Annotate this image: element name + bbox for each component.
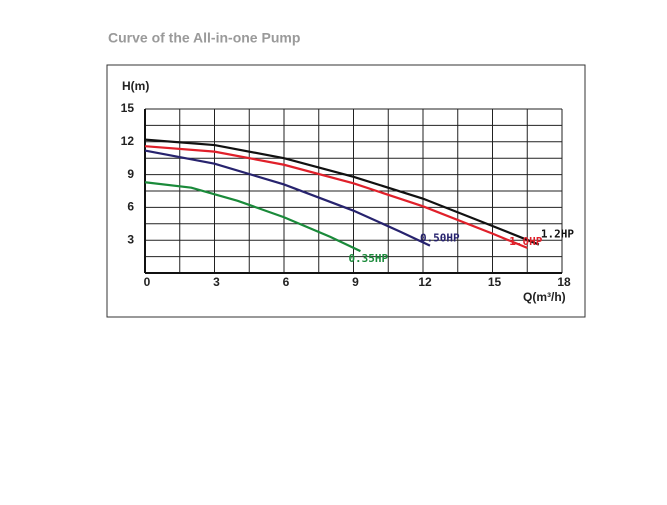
y-tick-label: 9 <box>127 167 134 181</box>
x-tick-label: 3 <box>213 275 220 289</box>
x-axis-label: Q(m³/h) <box>523 290 566 304</box>
y-tick-label: 6 <box>127 200 134 214</box>
chart-frame <box>106 64 586 318</box>
y-tick-label: 3 <box>127 232 134 246</box>
y-tick-label: 12 <box>121 134 135 148</box>
curve-label: 1.0HP <box>509 235 542 248</box>
curve <box>144 181 361 253</box>
chart-title: Curve of the All-in-one Pump <box>108 30 300 46</box>
x-tick-label: 15 <box>488 275 502 289</box>
x-tick-label: 0 <box>144 275 151 289</box>
curve <box>144 145 528 249</box>
x-tick-label: 9 <box>352 275 359 289</box>
y-axis-label: H(m) <box>122 79 149 93</box>
curve <box>144 138 540 246</box>
curve-label: 0.35HP <box>348 252 388 265</box>
curve-label: 1.2HP <box>541 228 574 241</box>
curve-label: 0.50HP <box>420 232 460 245</box>
x-tick-label: 18 <box>557 275 571 289</box>
x-tick-label: 12 <box>418 275 432 289</box>
x-tick-label: 6 <box>283 275 290 289</box>
y-tick-label: 15 <box>121 101 135 115</box>
curve <box>144 149 431 247</box>
